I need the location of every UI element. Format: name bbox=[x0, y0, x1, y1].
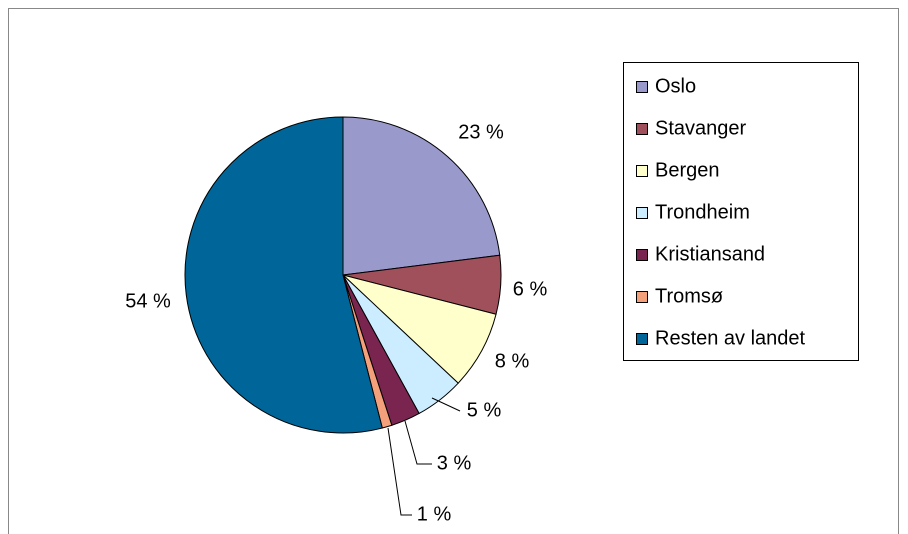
data-label: 23 % bbox=[458, 121, 504, 143]
legend-label: Oslo bbox=[655, 75, 696, 97]
legend-swatch bbox=[636, 249, 648, 261]
legend-label: Trondheim bbox=[655, 201, 750, 223]
data-label: 3 % bbox=[437, 452, 472, 474]
legend-swatch bbox=[636, 165, 648, 177]
legend-label: Bergen bbox=[655, 159, 720, 181]
pie-slice bbox=[184, 116, 383, 434]
legend-box bbox=[623, 62, 859, 361]
data-label: 8 % bbox=[495, 350, 530, 372]
legend-label: Stavanger bbox=[655, 117, 747, 139]
legend-swatch bbox=[636, 333, 648, 345]
legend-swatch bbox=[636, 291, 648, 303]
leader-line bbox=[404, 420, 432, 465]
data-label: 6 % bbox=[513, 278, 548, 300]
legend-label: Tromsø bbox=[655, 285, 723, 307]
pie-slice bbox=[342, 116, 501, 276]
legend-label: Kristiansand bbox=[655, 243, 765, 265]
legend-swatch bbox=[636, 81, 648, 93]
data-label: 54 % bbox=[125, 290, 171, 312]
legend-label: Resten av landet bbox=[655, 327, 806, 349]
data-label: 1 % bbox=[417, 503, 452, 525]
legend-swatch bbox=[636, 123, 648, 135]
data-label: 5 % bbox=[467, 399, 502, 421]
leader-line bbox=[387, 427, 412, 516]
legend-swatch bbox=[636, 207, 648, 219]
leader-line bbox=[431, 397, 461, 412]
